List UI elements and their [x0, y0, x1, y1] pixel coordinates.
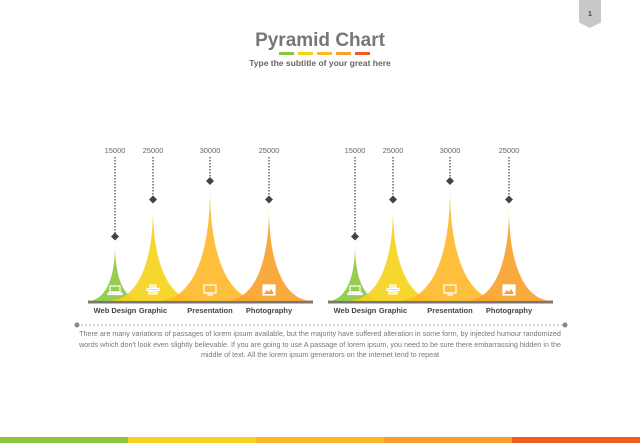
category-label: Presentation	[427, 306, 473, 315]
laptop-icon	[107, 285, 123, 296]
pyramid-peak	[397, 190, 503, 301]
value-marker	[505, 195, 513, 204]
category-label: Photography	[486, 306, 533, 315]
data-label: 25000	[383, 146, 404, 155]
description-paragraph: There are many variations of passages of…	[78, 329, 562, 359]
category-label: Graphic	[139, 306, 167, 315]
category-label: Web Design	[94, 306, 137, 315]
page-subtitle: Type the subtitle of your great here	[249, 58, 391, 68]
value-marker	[111, 232, 119, 241]
page-title: Pyramid Chart	[255, 30, 385, 51]
data-label: 25000	[143, 146, 164, 155]
category-label: Web Design	[334, 306, 377, 315]
pyramid-peak	[87, 245, 143, 301]
value-marker	[206, 177, 214, 185]
data-label: 30000	[440, 146, 461, 155]
data-label: 15000	[345, 146, 366, 155]
footer-segment	[384, 437, 512, 443]
pyramid-peak	[327, 245, 383, 301]
title-underline	[279, 52, 370, 55]
divider-dot	[562, 322, 568, 328]
value-marker	[351, 232, 359, 241]
footer-segment	[128, 437, 256, 443]
divider-dot	[74, 322, 80, 328]
pyramid-peak	[157, 190, 263, 301]
underline-segment	[317, 52, 332, 55]
pyramid-peak	[225, 208, 313, 301]
value-marker	[149, 195, 157, 204]
monitor-icon	[443, 284, 457, 296]
footer-color-bar	[0, 437, 640, 443]
picture-icon	[502, 284, 516, 296]
underline-segment	[336, 52, 351, 55]
picture-icon	[262, 284, 276, 296]
footer-segment	[256, 437, 384, 443]
data-label: 15000	[105, 146, 126, 155]
data-label: 25000	[499, 146, 520, 155]
footer-segment	[512, 437, 640, 443]
value-marker	[389, 195, 397, 204]
category-label: Photography	[246, 306, 293, 315]
laptop-icon	[347, 285, 363, 296]
pyramid-charts: 15000 Web Design 25000 Graphic 30000 Presenta…	[74, 146, 568, 328]
pyramid-peak	[465, 208, 553, 301]
category-label: Graphic	[379, 306, 407, 315]
data-label: 25000	[259, 146, 280, 155]
pyramid-peak	[107, 208, 199, 301]
underline-segment	[298, 52, 313, 55]
bars-icon	[146, 284, 160, 295]
value-marker	[265, 195, 273, 204]
category-label: Presentation	[187, 306, 233, 315]
data-label: 30000	[200, 146, 221, 155]
monitor-icon	[203, 284, 217, 296]
bars-icon	[386, 284, 400, 295]
value-marker	[446, 177, 454, 185]
underline-segment	[355, 52, 370, 55]
page-number: 1	[579, 0, 601, 28]
footer-segment	[0, 437, 128, 443]
underline-segment	[279, 52, 294, 55]
pyramid-peak	[347, 208, 439, 301]
